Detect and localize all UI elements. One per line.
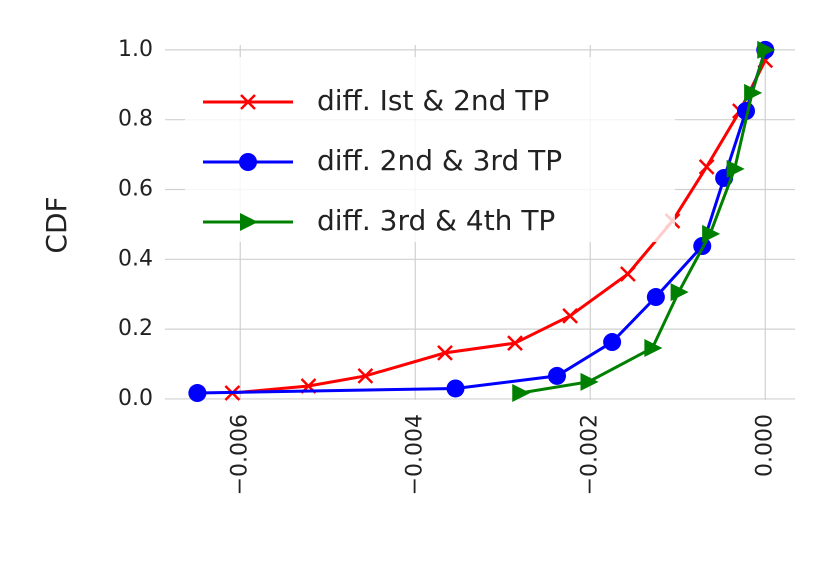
legend-marker <box>239 153 257 171</box>
y-tick-label: 0.8 <box>118 107 153 132</box>
marker <box>507 335 523 351</box>
legend-label: diff. 2nd & 3rd TP <box>317 144 562 177</box>
y-tick-label: 0.6 <box>118 177 153 202</box>
marker <box>619 266 636 282</box>
marker <box>188 384 207 403</box>
marker <box>603 333 622 352</box>
y-tick-label: 0.4 <box>118 246 153 271</box>
y-tick-label: 0.0 <box>118 386 153 411</box>
legend-box <box>185 57 675 242</box>
marker <box>670 283 689 302</box>
x-tick-label: −0.002 <box>577 414 602 495</box>
marker <box>357 368 374 384</box>
marker <box>646 288 665 307</box>
y-tick-label: 0.2 <box>118 316 153 341</box>
x-tick-label: −0.004 <box>402 414 427 495</box>
legend-label: diff. Ist & 2nd TP <box>317 84 549 117</box>
x-tick-label: −0.006 <box>227 414 252 495</box>
legend-marker <box>240 94 256 110</box>
marker <box>512 384 531 403</box>
marker <box>757 40 776 59</box>
marker <box>548 366 566 385</box>
legend-label: diff. 3rd & 4th TP <box>317 204 555 237</box>
marker <box>698 158 715 175</box>
marker <box>702 224 721 243</box>
y-tick-label: 1.0 <box>118 37 153 62</box>
series-line <box>520 49 767 395</box>
marker <box>726 159 745 178</box>
marker <box>437 344 453 361</box>
marker <box>446 379 465 398</box>
legend-marker <box>240 213 258 231</box>
x-tick-label: 0.000 <box>752 414 777 477</box>
marker <box>580 372 599 391</box>
marker <box>562 307 579 324</box>
marker <box>744 83 763 102</box>
y-axis-label: CDF <box>40 196 73 253</box>
marker <box>644 338 663 357</box>
